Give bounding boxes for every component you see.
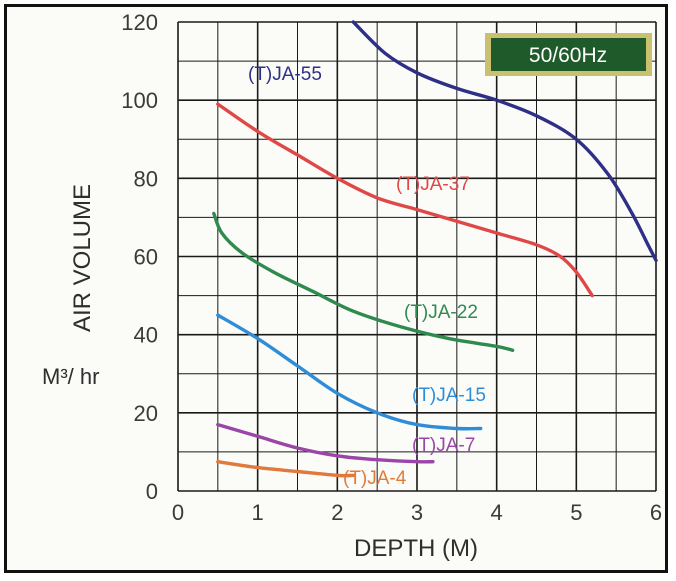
series-labels: (T)JA-55 (T)JA-37 (T)JA-22 (T)JA-15 (T)JA-7(… xyxy=(248,64,486,489)
y-axis-title: AIR VOLUME xyxy=(69,184,96,332)
chart-frame xyxy=(4,4,668,573)
series-line-tja-7 xyxy=(216,422,435,464)
y-tick-label: 0 xyxy=(146,479,158,504)
x-tick-label: 0 xyxy=(172,500,184,525)
y-tick-label: 80 xyxy=(134,166,158,191)
x-tick-label: 1 xyxy=(252,500,264,525)
badge-fill xyxy=(491,38,646,71)
series-line-tja-37 xyxy=(216,102,594,298)
legend-badge: 50/60Hz xyxy=(485,33,652,76)
badge-text: 50/60Hz xyxy=(529,44,607,67)
series-label-tja-37: (T)JA-37 xyxy=(396,174,470,195)
x-tick-label: 6 xyxy=(650,500,662,525)
series-label-tja-7: (T)JA-7 xyxy=(412,435,475,456)
series-line-tja-22 xyxy=(212,211,515,352)
series-label-tja-22: (T)JA-22 xyxy=(404,302,478,323)
x-tick-label: 4 xyxy=(491,500,503,525)
series-line-tja-55 xyxy=(351,20,658,263)
y-tick-label: 60 xyxy=(134,245,158,270)
series-label-tja-15: (T)JA-15 xyxy=(412,385,486,406)
x-tick-label: 3 xyxy=(411,500,423,525)
y-tick-label: 120 xyxy=(121,10,158,35)
x-tick-label: 2 xyxy=(331,500,343,525)
series-label-tja-4: (T)JA-4 xyxy=(343,468,407,489)
y-tick-label: 100 xyxy=(121,88,158,113)
x-tick-label: 5 xyxy=(570,500,582,525)
series-lines xyxy=(212,20,658,478)
series-line-tja-4 xyxy=(216,460,355,478)
y-axis-unit: M³/ hr xyxy=(42,364,99,389)
series-label-tja-55: (T)JA-55 xyxy=(248,64,322,85)
x-axis-title: DEPTH (M) xyxy=(354,535,478,562)
y-tick-label: 20 xyxy=(134,401,158,426)
series-line-tja-15 xyxy=(216,313,483,431)
y-tick-label: 40 xyxy=(134,323,158,348)
